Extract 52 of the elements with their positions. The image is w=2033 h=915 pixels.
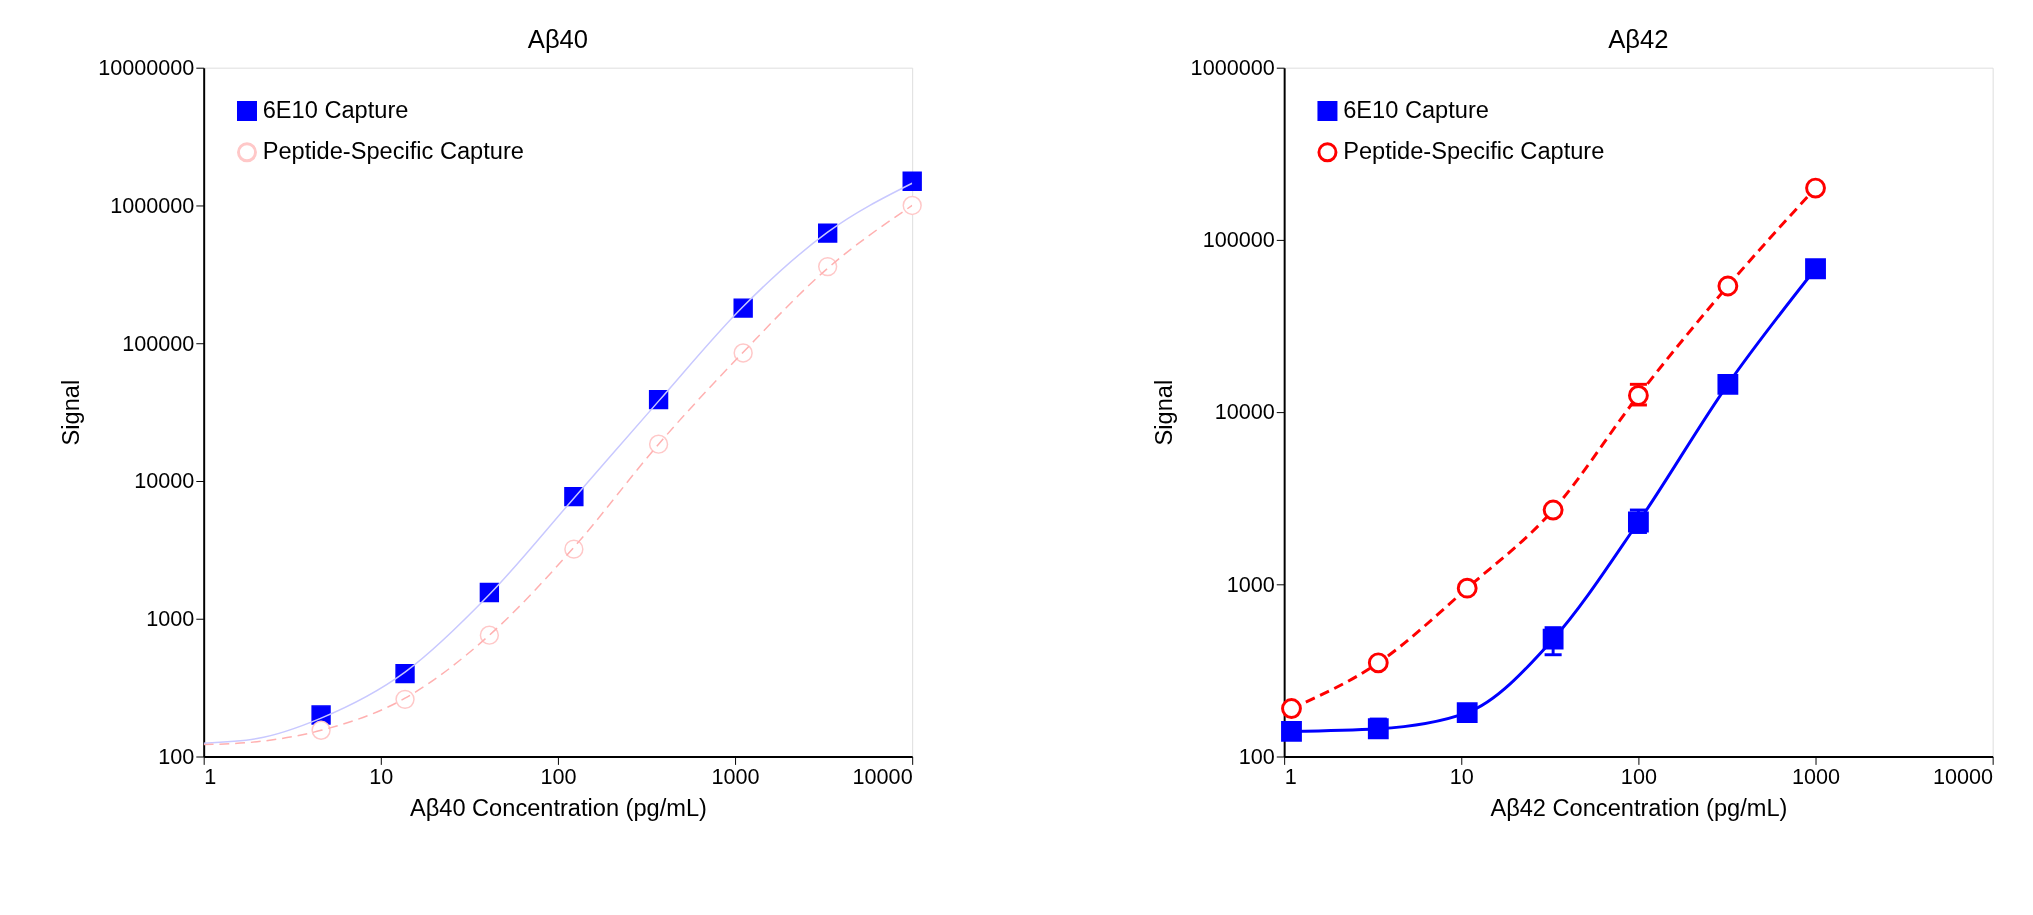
point (1367, 652, 1389, 674)
point (1367, 718, 1389, 740)
point (1542, 628, 1564, 650)
x-tick-label: 1000 (1791, 763, 1841, 789)
y-axis-title: Signal (1150, 379, 1177, 446)
y-tick-label: 1000 (1226, 571, 1275, 597)
x-tick-label: 10000 (852, 763, 913, 789)
x-axis-title: Aβ42 Concentration (pg/mL) (1490, 795, 1788, 822)
y-tick-label: 100000 (1202, 227, 1275, 253)
point (1717, 275, 1739, 297)
y-axis-title: Signal (58, 379, 85, 446)
point (648, 434, 669, 454)
legend-label: Peptide-Specific Capture (1343, 138, 1605, 165)
point (1542, 499, 1564, 521)
point (1717, 373, 1739, 395)
y-tick-label: 100 (1238, 743, 1275, 769)
x-tick-label: 10000 (1933, 763, 1994, 789)
x-tick-label: 1 (1284, 763, 1297, 789)
x-tick-label: 10 (369, 763, 394, 789)
legend-label: 6E10 Capture (262, 96, 409, 123)
point (1456, 702, 1478, 723)
y-tick-label: 100000 (122, 330, 195, 356)
point (902, 171, 922, 191)
chart-title: Aβ40 (527, 25, 589, 54)
y-tick-label: 1000000 (1190, 55, 1275, 81)
point (395, 689, 415, 710)
x-tick-label: 1000 (711, 763, 760, 789)
y-tick-label: 10000 (134, 468, 195, 494)
chart-title: Aβ42 (1608, 25, 1669, 54)
point (733, 343, 753, 363)
x-tick-label: 100 (1620, 763, 1657, 789)
legend-label: Peptide-Specific Capture (262, 138, 524, 165)
y-tick-label: 1000000 (110, 192, 195, 218)
x-tick-label: 1 (204, 763, 217, 789)
y-tick-label: 10000000 (98, 55, 195, 81)
point (818, 256, 838, 277)
x-tick-label: 100 (540, 763, 577, 789)
point (902, 195, 922, 216)
point (479, 625, 500, 645)
point (1805, 177, 1826, 199)
point (1456, 577, 1478, 599)
point (1281, 698, 1302, 719)
point (311, 720, 331, 740)
y-tick-label: 10000 (1214, 399, 1275, 425)
y-tick-label: 100 (158, 743, 195, 769)
legend-label: 6E10 Capture (1343, 96, 1489, 123)
y-tick-label: 1000 (146, 606, 195, 632)
x-axis-title: Aβ40 Concentration (pg/mL) (409, 795, 707, 822)
point (1281, 720, 1302, 742)
point (1805, 258, 1826, 280)
point (564, 539, 584, 559)
x-tick-label: 10 (1449, 763, 1474, 789)
